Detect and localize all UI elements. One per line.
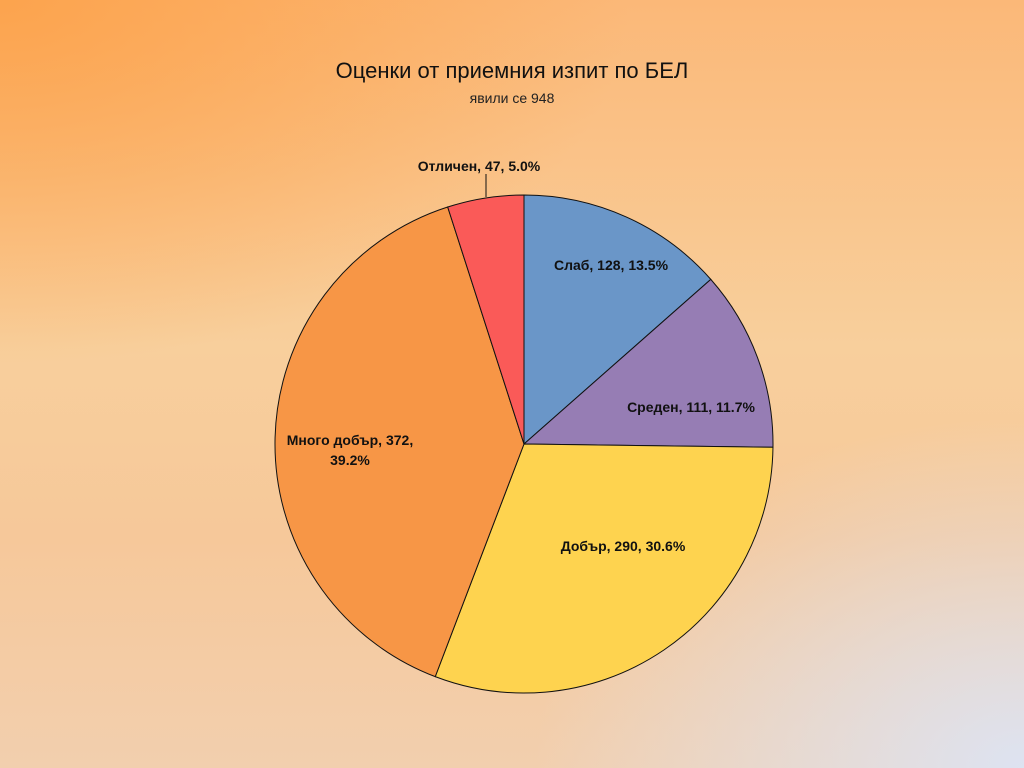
chart-title: Оценки от приемния изпит по БЕЛ <box>335 58 689 83</box>
slice-label-4: Много добър, 372, 39.2% <box>287 432 413 468</box>
pie-slice-3 <box>434 443 774 694</box>
slice-label-5: Отличен, 47, 5.0% <box>418 158 541 174</box>
pie-slice-5 <box>447 194 525 445</box>
pie-slice-1 <box>523 194 712 446</box>
slice-label-3: Добър, 290, 30.6% <box>561 538 686 554</box>
chart-subtitle: явили се 948 <box>469 90 555 106</box>
slice-label-2: Среден, 111, 11.7% <box>627 399 755 415</box>
pie-slice-2 <box>522 278 774 448</box>
pie-slice-4 <box>274 206 525 678</box>
slice-label-1: Слаб, 128, 13.5% <box>554 257 669 273</box>
